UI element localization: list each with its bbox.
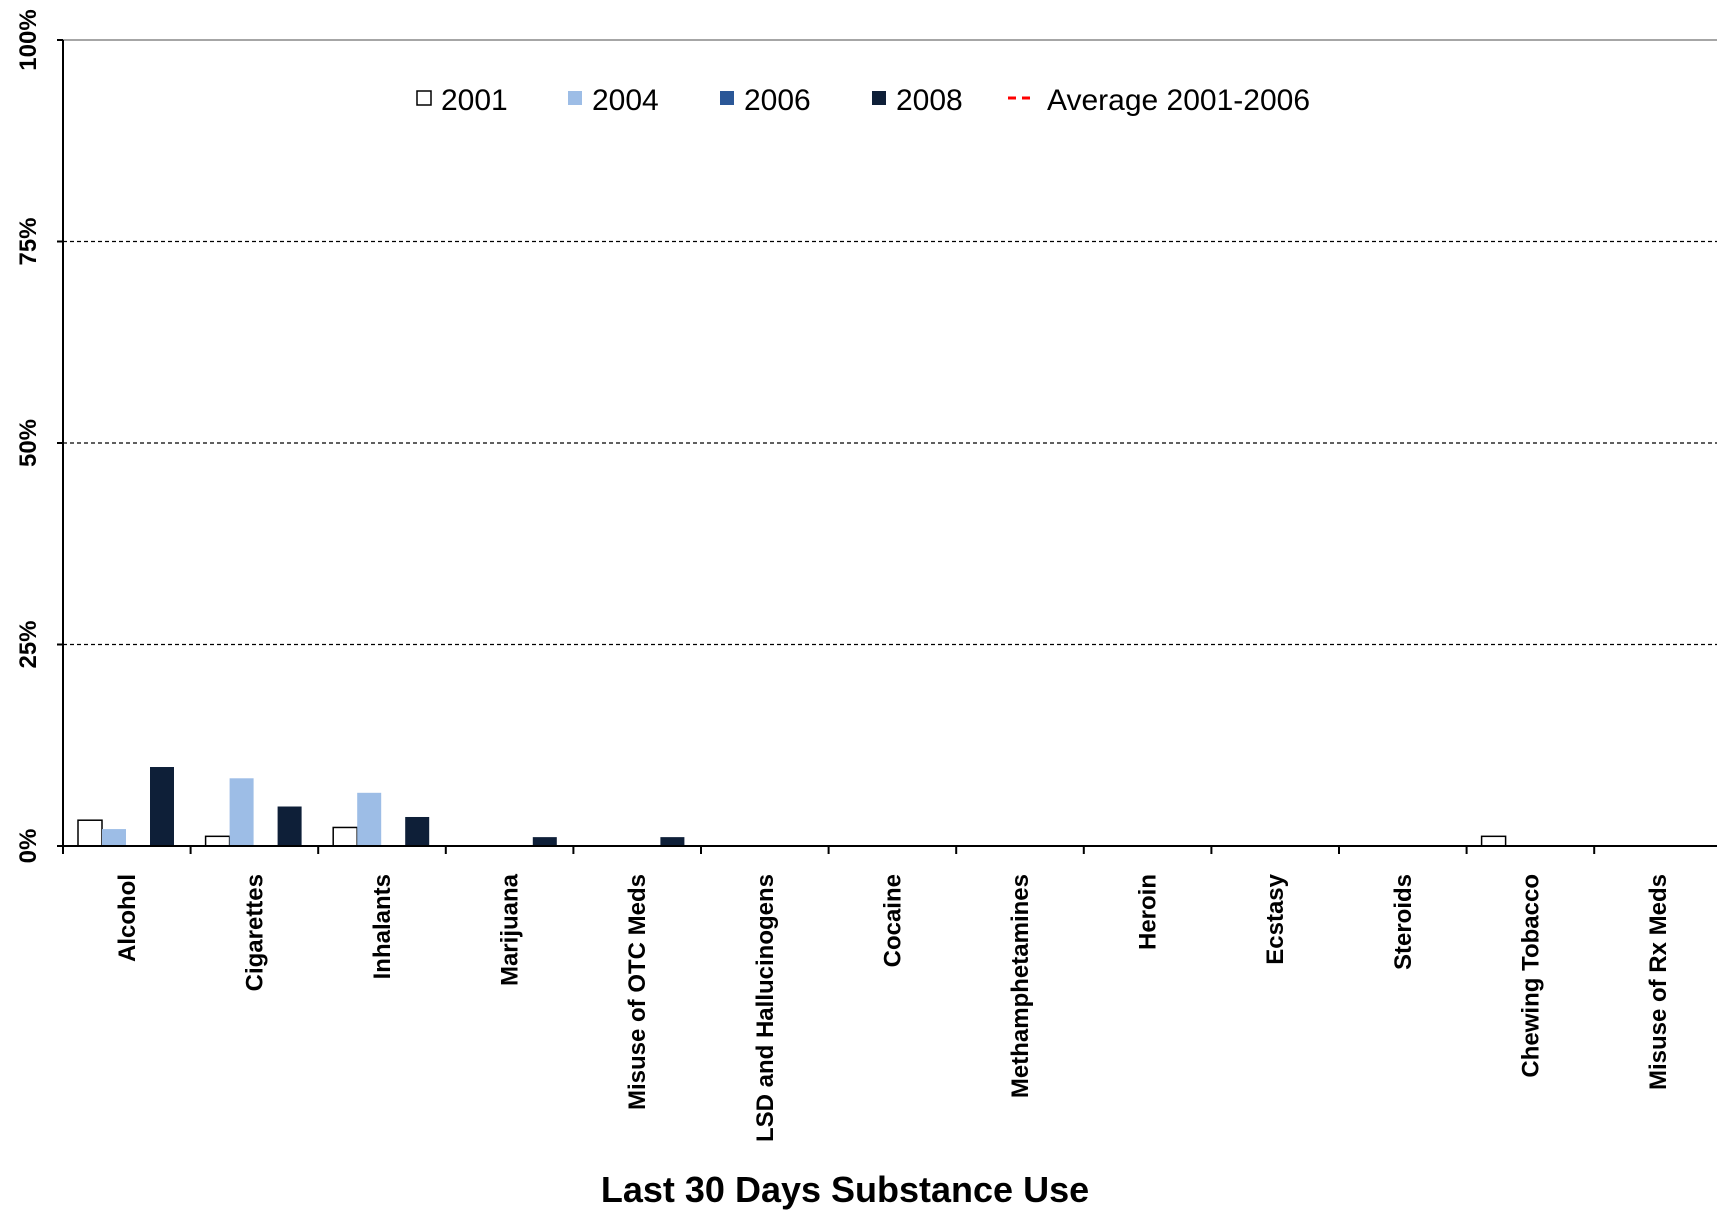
category-label: Misuse of OTC Meds bbox=[624, 874, 651, 1110]
legend: 2001 2004 2006 2008 Average 2001-2006 bbox=[416, 84, 1310, 117]
bar-2004-cigarettes bbox=[229, 778, 254, 846]
legend-label-average: Average 2001-2006 bbox=[1047, 84, 1310, 117]
bar-2008-inhalants bbox=[405, 816, 430, 846]
grid-lines bbox=[63, 39, 1717, 646]
bar-2004-inhalants bbox=[357, 792, 382, 846]
bar-2001-inhalants bbox=[332, 826, 358, 847]
category-label: Misuse of Rx Meds bbox=[1645, 874, 1672, 1090]
bar-2001-chewing-tobacco bbox=[1480, 835, 1507, 847]
category-label: Inhalants bbox=[369, 874, 396, 979]
category-label: Methamphetamines bbox=[1007, 874, 1034, 1098]
bar-2008-alcohol bbox=[150, 767, 174, 846]
bar-2001-alcohol bbox=[77, 819, 103, 847]
y-tick-label: 0% bbox=[15, 829, 42, 864]
category-label: LSD and Hallucinogens bbox=[752, 874, 779, 1142]
category-label: Marijuana bbox=[497, 873, 524, 986]
legend-label: 2008 bbox=[896, 84, 963, 117]
category-label: Cocaine bbox=[879, 874, 906, 967]
category-label: Cigarettes bbox=[241, 874, 268, 991]
bar-2008-misuse-of-otc-meds bbox=[660, 837, 685, 846]
legend-swatch bbox=[720, 91, 734, 105]
bar-2001-cigarettes bbox=[204, 835, 231, 847]
legend-swatch bbox=[872, 91, 886, 105]
bar-2008-cigarettes bbox=[277, 806, 302, 846]
x-axis-title: Last 30 Days Substance Use bbox=[601, 1169, 1089, 1210]
legend-label: 2001 bbox=[441, 84, 508, 117]
category-label: Alcohol bbox=[114, 874, 141, 962]
category-label: Ecstasy bbox=[1262, 873, 1289, 964]
y-tick-label: 25% bbox=[15, 620, 42, 668]
y-tick-label: 50% bbox=[15, 419, 42, 467]
legend-label: 2006 bbox=[744, 84, 811, 117]
bars bbox=[77, 767, 1507, 847]
category-label: Steroids bbox=[1390, 874, 1417, 970]
category-label: Chewing Tobacco bbox=[1517, 874, 1544, 1078]
x-axis-ticks bbox=[62, 846, 1596, 854]
legend-swatch bbox=[416, 90, 432, 106]
legend-label: 2004 bbox=[592, 84, 659, 117]
bar-2008-marijuana bbox=[532, 837, 557, 846]
bar-2004-alcohol bbox=[102, 829, 126, 846]
legend-swatch bbox=[568, 91, 582, 105]
category-labels: Alcohol Cigarettes Inhalants Marijuana Misus… bbox=[114, 873, 1672, 1142]
category-label: Heroin bbox=[1135, 874, 1162, 950]
y-tick-label: 75% bbox=[15, 217, 42, 265]
y-axis-ticks: 0% 25% 50% 75% 100% bbox=[15, 9, 63, 863]
y-tick-label: 100% bbox=[15, 9, 42, 70]
